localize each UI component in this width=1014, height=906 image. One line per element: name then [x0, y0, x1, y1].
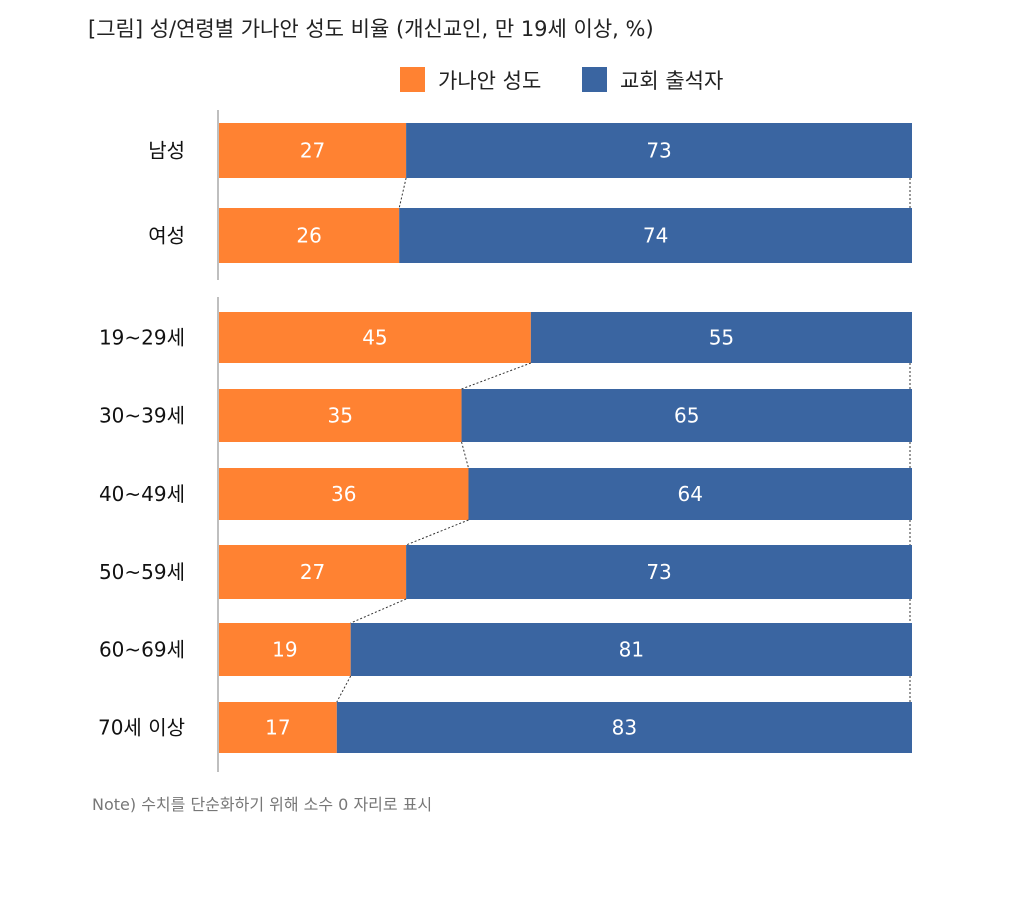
bar-attendee — [336, 702, 912, 753]
connector-line — [405, 519, 469, 546]
data-label-attendee: 55 — [709, 326, 734, 350]
bar-ganaan — [219, 208, 400, 263]
bar-attendee — [530, 312, 912, 363]
bar-ganaan — [219, 123, 407, 178]
category-label: 30~39세 — [99, 404, 185, 428]
data-label-attendee: 74 — [643, 224, 668, 248]
category-label: 70세 이상 — [98, 716, 185, 740]
chart-note: Note) 수치를 단순화하기 위해 소수 0 자리로 표시 — [92, 795, 432, 814]
bar-ganaan — [219, 389, 462, 442]
category-label: 여성 — [148, 224, 185, 248]
bar-ganaan — [219, 702, 337, 753]
category-label: 60~69세 — [99, 638, 185, 662]
data-label-attendee: 65 — [674, 404, 699, 428]
category-label: 40~49세 — [99, 482, 185, 506]
category-label: 50~59세 — [99, 560, 185, 584]
legend-label-ganaan: 가나안 성도 — [438, 69, 541, 93]
bar-ganaan — [219, 623, 351, 676]
data-label-ganaan: 35 — [328, 404, 353, 428]
data-label-attendee: 81 — [619, 638, 644, 662]
data-label-attendee: 73 — [646, 560, 671, 584]
data-label-attendee: 73 — [646, 139, 671, 163]
bar-attendee — [461, 389, 912, 442]
data-label-attendee: 64 — [678, 482, 703, 506]
bar-attendee — [406, 545, 912, 599]
connector-line — [461, 441, 469, 469]
data-label-ganaan: 17 — [265, 716, 290, 740]
connector-line — [336, 675, 352, 703]
data-label-ganaan: 27 — [300, 560, 325, 584]
data-label-attendee: 83 — [612, 716, 637, 740]
bar-ganaan — [219, 545, 407, 599]
bar-attendee — [406, 123, 912, 178]
bar-attendee — [350, 623, 912, 676]
connector-line — [350, 598, 407, 624]
data-label-ganaan: 19 — [272, 638, 297, 662]
bar-attendee — [468, 468, 912, 520]
chart-title: [그림] 성/연령별 가나안 성도 비율 (개신교인, 만 19세 이상, %) — [88, 17, 654, 41]
connector-line — [461, 362, 532, 390]
bar-attendee — [399, 208, 912, 263]
bar-ganaan — [219, 468, 469, 520]
data-label-ganaan: 27 — [300, 139, 325, 163]
data-label-ganaan: 45 — [362, 326, 387, 350]
data-label-ganaan: 36 — [331, 482, 356, 506]
data-label-ganaan: 26 — [296, 224, 321, 248]
bar-ganaan — [219, 312, 531, 363]
category-label: 19~29세 — [99, 326, 185, 350]
legend-swatch-ganaan — [400, 67, 425, 92]
legend-label-attendee: 교회 출석자 — [620, 69, 723, 93]
connector-line — [398, 177, 407, 209]
legend-swatch-attendee — [582, 67, 607, 92]
category-label: 남성 — [148, 139, 185, 163]
